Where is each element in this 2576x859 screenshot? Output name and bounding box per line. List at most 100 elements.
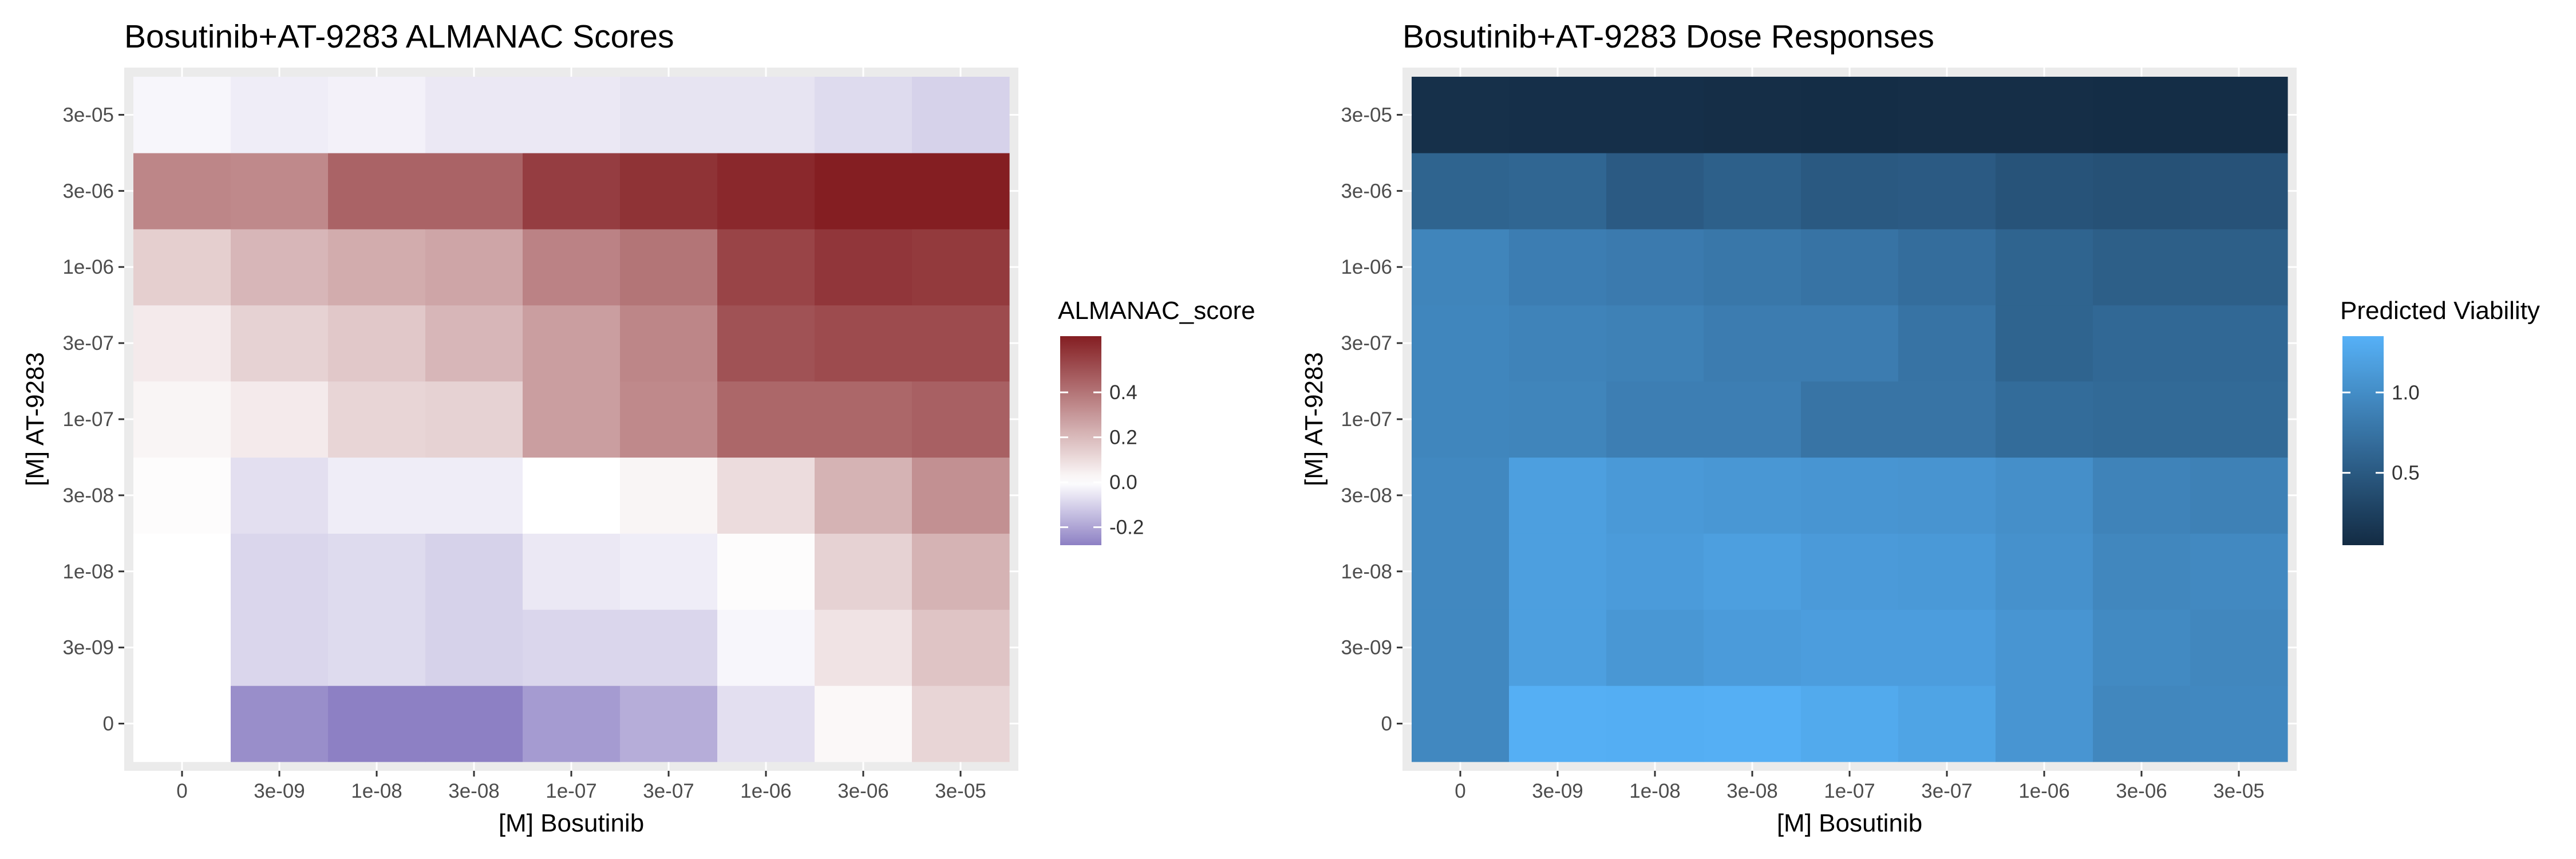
heatmap-cell bbox=[2190, 685, 2288, 762]
heatmap-cell bbox=[2190, 305, 2288, 382]
x-tick-label: 0 bbox=[1455, 780, 1465, 802]
heatmap-cell bbox=[231, 609, 329, 686]
heatmap-cell bbox=[2190, 609, 2288, 686]
heatmap-cell bbox=[1801, 457, 1899, 534]
heatmap-cell bbox=[1606, 381, 1704, 458]
heatmap-cell bbox=[1412, 533, 1510, 610]
heatmap-cell bbox=[133, 228, 231, 306]
heatmap-cell bbox=[1704, 609, 1801, 686]
x-tick-label: 3e-08 bbox=[448, 780, 500, 802]
y-tick-label: 0 bbox=[1381, 713, 1392, 735]
heatmap-cell bbox=[2190, 533, 2288, 610]
y-tick-label: 3e-08 bbox=[1341, 484, 1392, 507]
legend-tick-label: 0.4 bbox=[1109, 381, 1137, 404]
heatmap-cell bbox=[620, 381, 718, 458]
heatmap-cell bbox=[1704, 228, 1801, 306]
heatmap-cell bbox=[425, 381, 523, 458]
heatmap-cell bbox=[425, 77, 523, 153]
y-tick-label: 3e-06 bbox=[62, 180, 114, 202]
heatmap-cell bbox=[1801, 305, 1899, 382]
heatmap-cell bbox=[717, 609, 815, 686]
heatmap-cell bbox=[1509, 77, 1607, 153]
heatmap-cell bbox=[523, 228, 621, 306]
heatmap-cell bbox=[1996, 228, 2093, 306]
heatmap-cell bbox=[912, 152, 1010, 230]
heatmap-cell bbox=[1898, 152, 1996, 230]
heatmap-cells bbox=[133, 77, 1010, 762]
heatmap-cell bbox=[1606, 609, 1704, 686]
heatmap-cell bbox=[425, 609, 523, 686]
heatmap-cell bbox=[231, 533, 329, 610]
heatmap-cell bbox=[231, 228, 329, 306]
heatmap-cell bbox=[1996, 305, 2093, 382]
heatmap-cell bbox=[1509, 228, 1607, 306]
heatmap-cell bbox=[1412, 305, 1510, 382]
heatmap-cell bbox=[133, 381, 231, 458]
heatmap-cell bbox=[815, 609, 912, 686]
heatmap-cell bbox=[133, 457, 231, 534]
heatmap-cell bbox=[2093, 381, 2191, 458]
legend-tick-label: 0.5 bbox=[2392, 462, 2420, 484]
heatmap-cell bbox=[912, 77, 1010, 153]
heatmap-cell bbox=[1606, 457, 1704, 534]
heatmap-cell bbox=[425, 685, 523, 762]
heatmap-cell bbox=[1898, 381, 1996, 458]
x-tick-label: 3e-05 bbox=[935, 780, 986, 802]
x-axis-ticks: 0 3e-09 1e-08 3e-08 1e-07 3e-07 1e-06 3e-06 3e-0… bbox=[176, 771, 986, 802]
heatmap-cell bbox=[2093, 457, 2191, 534]
heatmap-cell bbox=[717, 77, 815, 153]
heatmap-cell bbox=[231, 457, 329, 534]
heatmap-cell bbox=[620, 457, 718, 534]
heatmap-cell bbox=[620, 77, 718, 153]
heatmap-cell bbox=[328, 533, 426, 610]
heatmap-cell bbox=[425, 305, 523, 382]
heatmap-cell bbox=[328, 152, 426, 230]
heatmap-cell bbox=[328, 381, 426, 458]
heatmap-cell bbox=[523, 305, 621, 382]
legend-tick-label: 0.0 bbox=[1109, 471, 1137, 494]
heatmap-cell bbox=[1996, 77, 2093, 153]
heatmap-cell bbox=[1412, 152, 1510, 230]
heatmap-cell bbox=[523, 609, 621, 686]
legend-title: ALMANAC_score bbox=[1058, 297, 1255, 325]
heatmap-cell bbox=[815, 152, 912, 230]
y-tick-label: 1e-08 bbox=[62, 561, 114, 583]
heatmap-cell bbox=[523, 533, 621, 610]
heatmap-cell bbox=[1801, 228, 1899, 306]
heatmap-cell bbox=[620, 685, 718, 762]
heatmap-cell bbox=[1704, 533, 1801, 610]
legend-ticks: 0.5 1.0 bbox=[2342, 381, 2420, 484]
x-tick-label: 3e-08 bbox=[1726, 780, 1778, 802]
legend-colorbar bbox=[1060, 336, 1101, 545]
heatmap-cell bbox=[328, 228, 426, 306]
heatmap-cell bbox=[1412, 609, 1510, 686]
heatmap-cell bbox=[1996, 609, 2093, 686]
x-tick-label: 1e-06 bbox=[2018, 780, 2070, 802]
heatmap-cell bbox=[717, 533, 815, 610]
chart-almanac-scores: Bosutinib+AT-9283 ALMANAC Scores 0 3e-09 1… bbox=[21, 18, 1255, 837]
heatmap-cell bbox=[717, 381, 815, 458]
y-tick-label: 3e-09 bbox=[62, 637, 114, 659]
heatmap-cell bbox=[1606, 305, 1704, 382]
y-tick-label: 3e-07 bbox=[1341, 332, 1392, 354]
heatmap-cell bbox=[1898, 685, 1996, 762]
heatmap-cell bbox=[328, 609, 426, 686]
heatmap-cell bbox=[133, 609, 231, 686]
chart-title: Bosutinib+AT-9283 Dose Responses bbox=[1402, 18, 1934, 55]
heatmap-cell bbox=[620, 533, 718, 610]
heatmap-cell bbox=[231, 305, 329, 382]
heatmap-cell bbox=[2190, 457, 2288, 534]
x-tick-label: 3e-06 bbox=[2116, 780, 2167, 802]
heatmap-cell bbox=[328, 685, 426, 762]
heatmap-cell bbox=[1412, 685, 1510, 762]
heatmap-cell bbox=[717, 685, 815, 762]
heatmap-cell bbox=[815, 381, 912, 458]
heatmap-cell bbox=[815, 228, 912, 306]
heatmap-cell bbox=[1801, 381, 1899, 458]
chart-dose-responses: Bosutinib+AT-9283 Dose Responses 0 3e-09 1… bbox=[1300, 18, 2540, 837]
heatmap-cell bbox=[1704, 77, 1801, 153]
heatmap-cell bbox=[620, 609, 718, 686]
heatmap-cell bbox=[1704, 457, 1801, 534]
heatmap-cell bbox=[912, 228, 1010, 306]
heatmap-cell bbox=[815, 457, 912, 534]
